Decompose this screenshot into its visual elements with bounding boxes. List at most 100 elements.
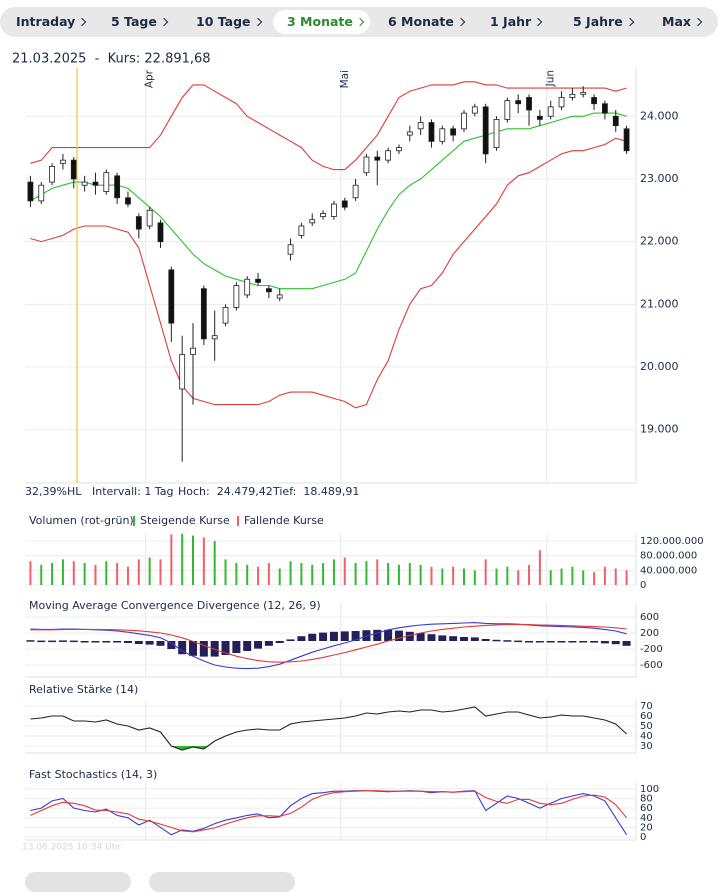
volume-bar bbox=[94, 564, 97, 585]
histogram-bar bbox=[91, 641, 100, 643]
candle-body bbox=[558, 97, 565, 108]
button[interactable] bbox=[149, 872, 295, 892]
candle-body bbox=[244, 278, 251, 296]
y-tick-label: 40 bbox=[640, 731, 653, 742]
candle-body bbox=[81, 181, 88, 186]
stat: Hoch: 24.479,42 bbox=[178, 485, 273, 498]
y-tick-label: -600 bbox=[640, 660, 663, 671]
volume-bar bbox=[126, 566, 129, 585]
candle-body bbox=[439, 128, 446, 142]
y-tick-label: 20 bbox=[640, 822, 653, 833]
volume-bar bbox=[625, 570, 628, 585]
histogram-bar bbox=[611, 641, 620, 645]
candle-body bbox=[352, 184, 359, 199]
candle-body bbox=[276, 294, 283, 299]
candle-body bbox=[591, 97, 597, 105]
y-tick-label: 80 bbox=[640, 793, 653, 804]
volume-bar bbox=[213, 541, 216, 585]
volume-bar bbox=[343, 557, 346, 585]
panel-title: Relative Stärke (14) bbox=[29, 683, 138, 696]
histogram-bar bbox=[37, 640, 46, 643]
tab[interactable]: Intraday bbox=[16, 7, 85, 37]
volume-bar bbox=[257, 566, 260, 585]
histogram-bar bbox=[221, 641, 230, 655]
candle-body bbox=[612, 115, 619, 127]
tab[interactable]: 5 Jahre bbox=[573, 7, 633, 37]
candle-body bbox=[190, 347, 196, 355]
candle-body bbox=[309, 219, 316, 224]
volume-bar bbox=[462, 568, 465, 585]
candle-body bbox=[526, 97, 532, 111]
candle-body bbox=[92, 181, 99, 186]
histogram-bar bbox=[26, 640, 35, 642]
candle-body bbox=[374, 156, 381, 161]
series-line bbox=[30, 624, 627, 663]
series-line bbox=[30, 706, 627, 751]
candle-body bbox=[406, 131, 413, 136]
histogram-bar bbox=[503, 640, 512, 642]
y-tick-label: -200 bbox=[640, 644, 663, 655]
series-line bbox=[30, 790, 628, 833]
candle-body bbox=[623, 128, 630, 152]
stat: Intervall: 1 Tag bbox=[92, 485, 174, 498]
timestamp: 13.06.2025 10:34 Uhr bbox=[22, 843, 121, 853]
panel-title: Volumen (rot-grün) bbox=[29, 514, 134, 527]
candle-body bbox=[547, 106, 554, 117]
volume-bar bbox=[441, 568, 444, 585]
tab[interactable]: Max bbox=[662, 7, 701, 37]
volume-bar bbox=[603, 566, 606, 585]
tab[interactable]: 1 Jahr bbox=[490, 7, 541, 37]
candle-body bbox=[504, 100, 511, 120]
quote: 21.03.2025 - Kurs: 22.891,68 bbox=[12, 52, 211, 67]
histogram-bar bbox=[481, 639, 490, 641]
volume-bar bbox=[322, 563, 325, 585]
candle-body bbox=[536, 115, 543, 120]
chart-layer: 19.000 20.000 21.000 22.000 23.000 24.000 Apr M… bbox=[25, 68, 704, 843]
histogram-bar bbox=[384, 629, 393, 641]
volume-bar bbox=[29, 561, 32, 585]
histogram-bar bbox=[48, 640, 57, 643]
volume-bar bbox=[332, 559, 335, 585]
volume-bar bbox=[72, 561, 75, 585]
histogram-bar bbox=[394, 630, 403, 641]
volume-bar bbox=[517, 570, 520, 585]
tab[interactable]: 6 Monate bbox=[388, 7, 464, 37]
candle-body bbox=[515, 100, 522, 105]
volume-bar bbox=[397, 564, 400, 585]
histogram-bar bbox=[438, 635, 447, 641]
histogram-bar bbox=[351, 631, 360, 641]
candle-body bbox=[135, 216, 142, 230]
histogram-bar bbox=[362, 630, 371, 641]
histogram-bar bbox=[459, 637, 468, 641]
x-tick-label: Mai bbox=[339, 70, 351, 88]
candle-body bbox=[363, 156, 370, 174]
histogram-bar bbox=[308, 633, 317, 641]
histogram-bar bbox=[167, 641, 176, 649]
histogram-bar bbox=[254, 641, 263, 649]
y-tick-label: 80.000.000 bbox=[640, 551, 697, 562]
x-tick-label: Jun bbox=[545, 70, 557, 87]
y-tick-label: 70 bbox=[640, 701, 653, 712]
candle-body bbox=[569, 93, 576, 98]
volume-bar bbox=[473, 570, 476, 585]
y-tick-label: 0 bbox=[640, 580, 646, 591]
tab[interactable]: 10 Tage bbox=[196, 7, 261, 37]
panel-title: Moving Average Convergence Divergence (1… bbox=[29, 599, 321, 612]
button[interactable] bbox=[25, 872, 131, 892]
candle-body bbox=[417, 122, 424, 130]
tab[interactable]: 5 Tage bbox=[111, 7, 167, 37]
candle-body bbox=[27, 181, 34, 202]
candle-body bbox=[298, 225, 305, 236]
tab[interactable]: 3 Monate bbox=[287, 7, 363, 37]
candle-body bbox=[482, 106, 489, 155]
candle-body bbox=[125, 197, 131, 205]
candle-body bbox=[255, 278, 261, 283]
histogram-bar bbox=[275, 641, 284, 643]
histogram-bar bbox=[286, 639, 295, 641]
y-tick-label: 22.000 bbox=[640, 235, 679, 248]
series-line bbox=[30, 112, 627, 290]
candle-body bbox=[179, 354, 186, 390]
candle-body bbox=[493, 119, 500, 149]
